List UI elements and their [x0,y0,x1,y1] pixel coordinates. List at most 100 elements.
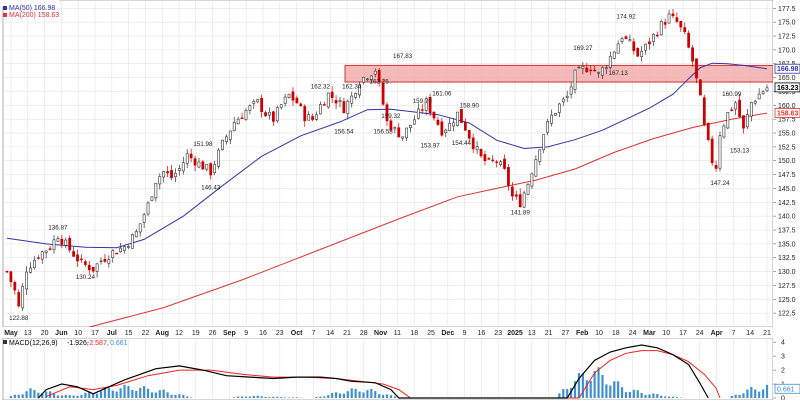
candle-up [362,77,364,82]
date-tick-label: 12 [175,330,183,337]
date-tick-label: 2025 [507,330,523,337]
price-tick-label: 130.0 [778,269,796,276]
macd-hist-value: 0.661 [110,340,128,347]
candle-down [672,14,674,16]
macd-histogram-bar [347,391,349,398]
candle-down [292,92,294,100]
candle-up [178,169,180,171]
candle-up [33,260,35,267]
candle-up [641,51,643,56]
candle-up [22,286,24,307]
candle-up [366,79,368,80]
macd-histogram-bar [633,390,635,398]
price-tag-label: 163.23 [777,85,799,92]
price-tag-label: 166.98 [777,66,799,73]
candle-down [492,160,494,161]
price-annotation-label: 156.54 [334,128,354,135]
date-tick-label: May [4,330,18,337]
candle-up [406,128,408,138]
macd-histogram-bar [233,397,235,398]
macd-histogram-bar [280,397,282,398]
macd-histogram-bar [272,397,274,398]
macd-histogram-bar [586,380,588,398]
price-tick-label: 132.5 [778,255,796,262]
macd-histogram-bar [766,385,768,398]
price-annotation-label: 153.13 [730,147,750,154]
candle-up [280,105,282,108]
candle-down [594,70,596,71]
candle-up [750,102,752,116]
candle-down [84,262,86,265]
price-axis: 177.5175.0172.5170.0167.5165.0162.5160.0… [773,0,800,327]
date-tick-label: 25 [427,330,435,337]
candle-down [210,164,212,175]
macd-histogram-bar [742,393,744,398]
ma50-swatch [3,6,7,10]
candle-up [108,260,110,264]
candle-up [174,173,176,176]
macd-histogram-bar [292,397,294,398]
candle-up [535,160,537,177]
price-annotation-label: 153.97 [420,143,440,150]
candle-down [382,83,384,104]
candle-up [531,174,533,186]
macd-histogram-bar [558,393,560,398]
macd-histogram-bar [178,394,180,398]
candle-down [116,253,118,254]
candle-down [731,110,733,111]
candle-up [613,52,615,58]
macd-histogram-bar [135,391,137,398]
candle-up [456,112,458,125]
date-tick-label: 24 [629,330,637,337]
candle-down [519,195,521,207]
candle-down [515,195,517,196]
candle-down [190,154,192,158]
macd-histogram-bar [374,391,376,398]
macd-histogram-bar [641,393,643,398]
macd-histogram-bar [676,397,678,398]
candle-up [57,239,59,242]
candle-down [676,18,678,22]
candle-up [644,44,646,50]
candle-up [41,252,43,259]
macd-histogram-bar [394,396,396,398]
price-annotation-label: 174.92 [616,14,636,21]
macd-histogram-bar [315,397,317,398]
date-tick-label: Feb [576,330,588,337]
price-annotation-label: 122.88 [9,315,29,322]
candle-up [147,203,149,214]
date-tick-label: 13 [24,330,32,337]
candle-up [570,87,572,94]
candle-up [621,39,623,42]
candle-up [123,247,125,251]
macd-name: MACD(12,26,9) [9,340,58,347]
candle-down [586,68,588,72]
macd-histogram-bar [735,395,737,398]
candle-up [417,109,419,118]
candle-down [311,117,313,120]
candle-down [272,112,274,122]
macd-histogram-bar [57,395,59,398]
macd-histogram-bar [613,381,615,398]
date-tick-label: 17 [679,330,687,337]
date-tick-label: 17 [91,330,99,337]
candle-down [488,158,490,159]
candle-up [597,72,599,73]
price-annotation-label: 159.32 [381,113,401,120]
price-annotation-label: 160.99 [722,91,742,98]
date-tick-label: 22 [142,330,150,337]
candle-up [523,193,525,207]
candle-down [590,70,592,71]
macd-histogram-bar [323,396,325,398]
macd-histogram-bar [370,389,372,398]
price-annotation-label: 169.27 [573,45,593,52]
macd-histogram-bar [22,394,24,398]
candle-up [315,115,317,120]
macd-histogram-bar [45,391,47,398]
date-tick-label: Jun [55,330,67,337]
macd-histogram-bar [261,396,263,398]
candle-up [374,71,376,74]
candle-down [738,100,740,116]
date-tick-label: 7 [311,330,315,337]
